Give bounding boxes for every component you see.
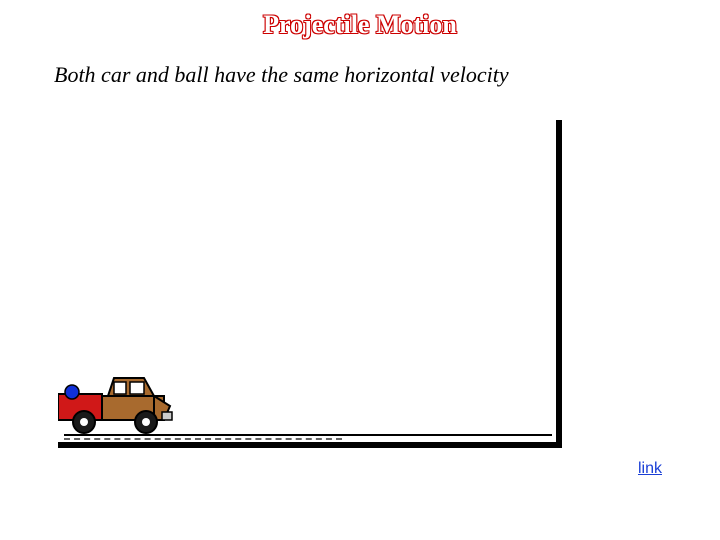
- page-title: Projectile Motion: [0, 10, 720, 40]
- subtitle-text: Both car and ball have the same horizont…: [54, 62, 509, 88]
- front-wheel-hub: [142, 418, 150, 426]
- ground-line: [64, 434, 552, 436]
- cab-window-1: [114, 382, 126, 394]
- figure-border-right: [556, 120, 562, 448]
- link[interactable]: link: [638, 460, 662, 478]
- ball: [65, 385, 79, 399]
- ground-dash: [64, 438, 342, 440]
- car-illustration: [58, 362, 178, 434]
- rear-wheel-hub: [80, 418, 88, 426]
- figure-panel: [58, 120, 562, 448]
- title-text: Projectile Motion: [263, 10, 457, 40]
- figure-border-bottom: [58, 442, 562, 448]
- cab-window-2: [130, 382, 144, 394]
- truck-bumper: [162, 412, 172, 420]
